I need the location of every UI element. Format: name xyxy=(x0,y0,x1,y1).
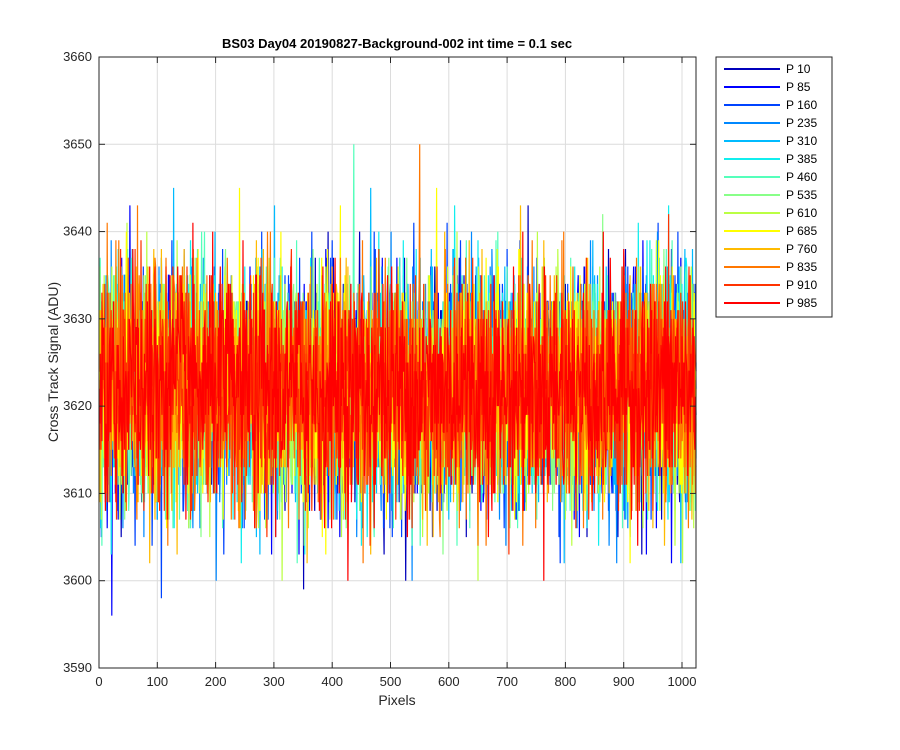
legend-label: P 760 xyxy=(786,242,817,256)
legend-label: P 610 xyxy=(786,206,817,220)
y-tick-label: 3620 xyxy=(63,398,92,413)
legend-label: P 235 xyxy=(786,116,817,130)
x-tick-label: 400 xyxy=(321,674,343,689)
x-tick-label: 1000 xyxy=(668,674,697,689)
legend: P 10 P 85 P 160 P 235 P 310 P 385 P 460 P 535 P … xyxy=(715,56,833,318)
legend-label: P 160 xyxy=(786,98,817,112)
chart-title: BS03 Day04 20190827-Background-002 int t… xyxy=(222,36,572,51)
y-tick-labels: 3590 3600 3610 3620 3630 3640 3650 3660 xyxy=(63,49,92,675)
x-tick-label: 700 xyxy=(496,674,518,689)
x-tick-label: 300 xyxy=(263,674,285,689)
x-tick-label: 500 xyxy=(380,674,402,689)
legend-label: P 385 xyxy=(786,152,817,166)
y-tick-label: 3590 xyxy=(63,660,92,675)
legend-label: P 985 xyxy=(786,296,817,310)
legend-box xyxy=(715,56,833,318)
y-tick-label: 3650 xyxy=(63,136,92,151)
legend-label: P 460 xyxy=(786,170,817,184)
legend-label: P 85 xyxy=(786,80,811,94)
x-tick-label: 600 xyxy=(438,674,460,689)
x-tick-label: 100 xyxy=(146,674,168,689)
legend-label: P 685 xyxy=(786,224,817,238)
x-tick-label: 800 xyxy=(555,674,577,689)
y-tick-label: 3610 xyxy=(63,485,92,500)
x-tick-label: 200 xyxy=(205,674,227,689)
y-tick-label: 3640 xyxy=(63,224,92,239)
legend-label: P 310 xyxy=(786,134,817,148)
legend-label: P 835 xyxy=(786,260,817,274)
legend-label: P 535 xyxy=(786,188,817,202)
legend-label: P 10 xyxy=(786,62,811,76)
x-tick-label: 900 xyxy=(613,674,635,689)
y-tick-label: 3660 xyxy=(63,49,92,64)
y-tick-label: 3630 xyxy=(63,311,92,326)
plot-frame xyxy=(98,56,697,669)
axis-ticks xyxy=(98,56,696,669)
series-lines xyxy=(99,144,697,616)
y-axis-label: Cross Track Signal (ADU) xyxy=(45,282,61,442)
y-tick-label: 3600 xyxy=(63,573,92,588)
x-axis-label: Pixels xyxy=(378,692,415,708)
series-line xyxy=(99,222,696,581)
x-tick-label: 0 xyxy=(95,674,102,689)
x-tick-labels: 0 100 200 300 400 500 600 700 800 900 1000 xyxy=(95,674,696,689)
legend-label: P 910 xyxy=(786,278,817,292)
